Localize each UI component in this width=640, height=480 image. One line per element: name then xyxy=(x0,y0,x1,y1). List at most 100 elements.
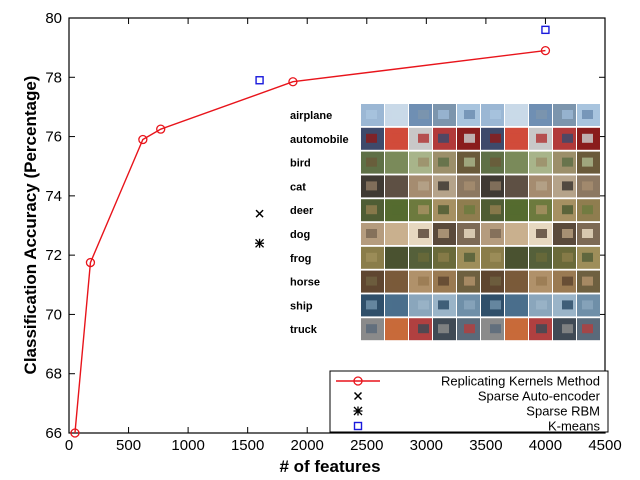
x-tick-label: 0 xyxy=(65,437,73,454)
inset-thumbnail-subject xyxy=(366,300,377,310)
inset-thumbnail-subject xyxy=(418,205,429,215)
inset-thumbnail-subject xyxy=(536,110,547,119)
x-tick-label: 500 xyxy=(116,437,141,454)
inset-thumbnail-subject xyxy=(438,205,449,215)
inset-thumbnail-subject xyxy=(392,229,403,238)
inset-thumbnail-subject xyxy=(392,324,403,334)
inset-thumbnail-subject xyxy=(536,300,547,310)
inset-thumbnail-subject xyxy=(582,229,593,238)
inset-thumbnail-subject xyxy=(438,300,449,310)
inset-thumbnail-subject xyxy=(536,252,547,262)
inset-thumbnail-subject xyxy=(490,300,501,310)
inset-thumbnail-subject xyxy=(392,133,403,143)
inset-class-label: truck xyxy=(290,324,318,336)
inset-thumbnail-subject xyxy=(418,276,429,286)
inset-thumbnail-subject xyxy=(418,110,429,119)
inset-thumbnail-subject xyxy=(366,133,377,143)
y-tick-label: 72 xyxy=(45,247,62,264)
inset-thumbnail-subject xyxy=(582,205,593,215)
inset-thumbnail-subject xyxy=(366,276,377,286)
legend-label: Sparse Auto-encoder xyxy=(478,389,601,404)
inset-thumbnail-subject xyxy=(490,276,501,286)
data-point xyxy=(288,77,298,87)
inset-thumbnail-subject xyxy=(464,252,475,262)
data-point xyxy=(255,209,264,218)
y-tick-label: 66 xyxy=(45,425,62,442)
inset-thumbnail-subject xyxy=(562,229,573,238)
y-axis-title: Classification Accuracy (Percentage) xyxy=(21,76,40,375)
x-axis-title: # of features xyxy=(279,457,380,476)
inset-thumbnail-subject xyxy=(438,276,449,286)
inset-thumbnail-subject xyxy=(366,157,377,167)
inset-class-label: dog xyxy=(290,229,310,241)
inset-thumbnail-subject xyxy=(464,181,475,191)
y-axis-ticks: 66 68 70 72 74 76 78 80 xyxy=(45,10,605,442)
inset-thumbnail-subject xyxy=(510,324,521,334)
plot-frame xyxy=(68,17,606,434)
inset-thumbnail-subject xyxy=(438,133,449,143)
image-grid-inset: airplane automobile bird cat deer dog frog hors… xyxy=(290,104,600,341)
inset-thumbnail-subject xyxy=(438,157,449,167)
inset-thumbnail-subject xyxy=(490,157,501,167)
legend-marker-swatch xyxy=(353,391,363,401)
x-tick-label: 3500 xyxy=(469,437,502,454)
inset-thumbnail-subject xyxy=(510,229,521,238)
legend-label: K-means xyxy=(548,419,601,434)
inset-thumbnail-subject xyxy=(510,181,521,191)
inset-class-label: cat xyxy=(290,181,306,193)
y-tick-label: 70 xyxy=(45,306,62,323)
series-0 xyxy=(70,45,551,438)
inset-thumbnail-subject xyxy=(536,133,547,143)
legend-marker-swatch xyxy=(353,376,363,386)
inset-thumbnail-subject xyxy=(510,110,521,119)
inset-thumbnail-subject xyxy=(366,229,377,238)
series-3 xyxy=(255,25,550,85)
inset-thumbnail-subject xyxy=(438,229,449,238)
inset-thumbnail-subject xyxy=(392,252,403,262)
inset-thumbnail-subject xyxy=(490,110,501,119)
y-tick-label: 74 xyxy=(45,188,62,205)
inset-class-label: horse xyxy=(290,277,320,289)
inset-thumbnail-subject xyxy=(562,157,573,167)
inset-thumbnail-subject xyxy=(418,300,429,310)
inset-thumbnail-subject xyxy=(562,181,573,191)
data-point xyxy=(540,45,551,56)
inset-thumbnail-subject xyxy=(418,324,429,334)
series-2 xyxy=(255,238,265,248)
inset-thumbnail-subject xyxy=(418,157,429,167)
inset-thumbnail-subject xyxy=(464,157,475,167)
legend-entry: Sparse RBM xyxy=(353,404,600,419)
inset-thumbnail-subject xyxy=(562,133,573,143)
legend-marker-swatch xyxy=(353,406,363,416)
inset-class-label: ship xyxy=(290,300,313,312)
inset-thumbnail-subject xyxy=(366,110,377,119)
y-tick-label: 78 xyxy=(45,69,62,86)
inset-thumbnail-subject xyxy=(536,157,547,167)
inset-thumbnail-subject xyxy=(490,252,501,262)
inset-thumbnail-subject xyxy=(418,252,429,262)
inset-thumbnail-subject xyxy=(418,229,429,238)
inset-thumbnail-subject xyxy=(490,205,501,215)
x-tick-label: 2500 xyxy=(350,437,383,454)
inset-thumbnail-subject xyxy=(392,205,403,215)
inset-thumbnail-subject xyxy=(366,252,377,262)
data-point xyxy=(541,25,550,35)
x-tick-label: 1000 xyxy=(171,437,204,454)
inset-thumbnail-subject xyxy=(510,157,521,167)
inset-thumbnail-subject xyxy=(582,324,593,334)
legend-label: Sparse RBM xyxy=(526,404,600,419)
series-line xyxy=(74,49,546,434)
legend-marker-swatch xyxy=(353,421,363,431)
inset-thumbnail-subject xyxy=(464,300,475,310)
inset-thumbnail-subject xyxy=(438,324,449,334)
inset-thumbnail-subject xyxy=(490,324,501,334)
inset-class-label: bird xyxy=(290,158,311,170)
y-tick-label: 80 xyxy=(45,10,62,27)
inset-thumbnail-subject xyxy=(392,110,403,119)
inset-thumbnail-subject xyxy=(582,133,593,143)
inset-thumbnail-subject xyxy=(536,324,547,334)
inset-thumbnail-subject xyxy=(464,324,475,334)
inset-thumbnail-subject xyxy=(510,133,521,143)
data-point xyxy=(255,238,265,248)
